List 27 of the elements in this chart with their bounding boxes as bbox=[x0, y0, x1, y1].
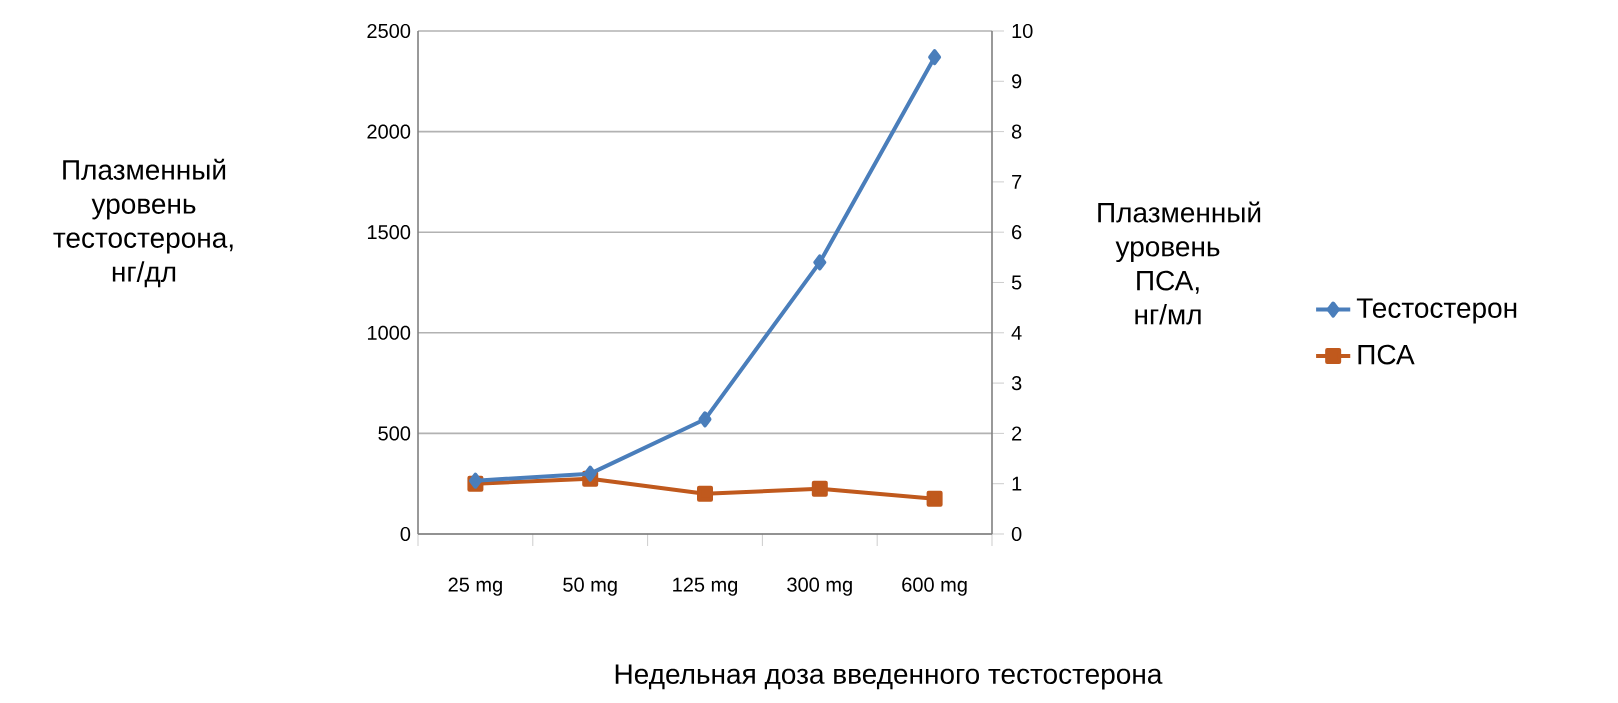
y-tick-label: 500 bbox=[378, 426, 411, 441]
y2-tick-label: 8 bbox=[1011, 124, 1022, 139]
x-axis-title: Недельная доза введенного тестостерона bbox=[615, 664, 1163, 690]
y2-tick-label: 6 bbox=[1012, 225, 1022, 240]
y2-tick-label: 10 bbox=[1012, 23, 1033, 39]
legend-label: Тестостерон bbox=[1356, 298, 1517, 324]
x-tick-label: 125 mg bbox=[673, 577, 738, 596]
y-tick-label: 2000 bbox=[367, 124, 411, 139]
y-tick-label: 1500 bbox=[367, 225, 411, 240]
x-tick-label: 600 mg bbox=[902, 577, 967, 596]
y-tick-label: 0 bbox=[400, 526, 411, 542]
y2-tick-label: 1 bbox=[1012, 476, 1022, 491]
y2-tick-label: 3 bbox=[1011, 376, 1022, 391]
x-tick-label: 300 mg bbox=[787, 577, 852, 596]
y-tick-label: 1000 bbox=[367, 325, 411, 340]
y2-tick-label: 0 bbox=[1011, 526, 1022, 542]
y2-axis-title: Плазменный уровень ПСА, нг/мл bbox=[1098, 201, 1261, 325]
y2-tick-label: 7 bbox=[1012, 175, 1022, 189]
x-tick-label: 50 mg bbox=[563, 577, 617, 596]
y2-tick-label: 9 bbox=[1012, 74, 1022, 89]
y2-tick-label: 2 bbox=[1012, 426, 1022, 441]
x-tick-label: 25 mg bbox=[448, 577, 502, 596]
legend-label: ПСА bbox=[1358, 344, 1415, 365]
y2-tick-label: 4 bbox=[1011, 325, 1022, 340]
y-axis-title: Плазменный уровень тестостерона, нг/дл bbox=[53, 158, 233, 288]
y-tick-label: 2500 bbox=[367, 23, 411, 39]
y2-tick-label: 5 bbox=[1011, 275, 1022, 290]
